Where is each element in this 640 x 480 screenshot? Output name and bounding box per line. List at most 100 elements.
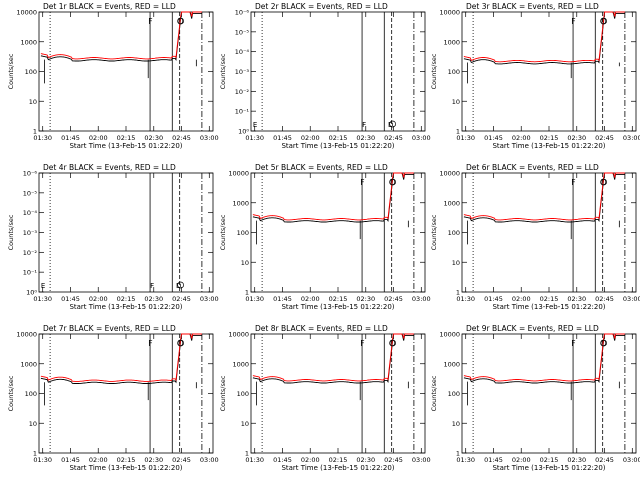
flag-marker [389, 339, 396, 347]
flag-label: D [178, 339, 184, 348]
x-tick-label: 01:45 [61, 456, 80, 464]
series-events-line [40, 11, 202, 62]
y-axis-label: Counts/sec [219, 375, 227, 411]
flag-label: D [601, 339, 607, 348]
x-axis-label: Start Time (13-Feb-15 01:22:20) [281, 464, 394, 472]
x-tick-label: 03:00 [412, 134, 431, 142]
flag-label: F [360, 339, 364, 348]
y-tick-label: 10⁻¹ [235, 108, 250, 116]
x-tick-label: 01:45 [484, 456, 503, 464]
x-tick-label: 02:45 [384, 295, 403, 303]
y-tick-label: 10 [29, 98, 37, 106]
y-tick-label: 1 [33, 128, 37, 136]
y-tick-label: 10⁻⁶ [23, 170, 38, 178]
y-tick-label: 10⁻⁵ [23, 189, 38, 197]
x-tick-label: 02:00 [301, 295, 320, 303]
series-events-line [252, 333, 414, 384]
y-tick-label: 1000 [443, 38, 460, 46]
plot-frame [461, 11, 637, 132]
flag-marker [389, 178, 396, 186]
x-tick-label: 02:45 [172, 134, 191, 142]
y-tick-label: 10 [452, 259, 460, 267]
panel-title: Det 5r BLACK = Events, RED = LLD [255, 163, 388, 172]
flag-label: F [362, 121, 366, 129]
flag-label: F [571, 17, 575, 26]
y-axis-label: Counts/sec [219, 214, 227, 250]
flag-marker [177, 17, 184, 25]
y-tick-label: 100 [237, 390, 249, 398]
plot-frame [38, 172, 214, 293]
y-axis-label: Counts/sec [7, 53, 15, 89]
y-tick-label: 1000 [232, 360, 249, 368]
x-tick-label: 02:30 [356, 134, 375, 142]
x-axis-label: Start Time (13-Feb-15 01:22:20) [69, 464, 182, 472]
y-tick-label: 100 [448, 229, 460, 237]
y-tick-label: 10 [241, 259, 249, 267]
y-tick-label: 1 [456, 450, 460, 458]
y-tick-label: 10⁻³ [23, 229, 38, 237]
y-tick-label: 10⁻¹ [23, 269, 38, 277]
x-tick-label: 02:45 [595, 134, 614, 142]
x-tick-label: 01:45 [273, 295, 292, 303]
y-tick-label: 10000 [228, 331, 249, 339]
series-lld-line [40, 11, 202, 60]
y-tick-label: 1 [456, 289, 460, 297]
y-tick-label: 10 [452, 98, 460, 106]
y-tick-label: 10⁻² [235, 88, 250, 96]
chart-panel-4: Det 4r BLACK = Events, RED = LLD 10⁰ 10⁻¹ 1… [7, 163, 219, 311]
y-tick-label: 10000 [439, 9, 460, 17]
x-axis-label: Start Time (13-Feb-15 01:22:20) [492, 464, 605, 472]
x-tick-label: 02:00 [301, 134, 320, 142]
panel-title: Det 9r BLACK = Events, RED = LLD [466, 324, 599, 333]
x-tick-label: 01:30 [456, 456, 475, 464]
x-tick-label: 02:00 [512, 295, 531, 303]
panel-title: Det 3r BLACK = Events, RED = LLD [466, 2, 599, 11]
panel-title: Det 8r BLACK = Events, RED = LLD [255, 324, 388, 333]
series-events-line [40, 333, 202, 384]
x-axis-label: Start Time (13-Feb-15 01:22:20) [492, 142, 605, 150]
flag-label: D [390, 339, 396, 348]
x-tick-label: 02:45 [172, 456, 191, 464]
y-tick-label: 10⁻⁴ [235, 48, 250, 56]
flag-label: D [601, 178, 607, 187]
y-tick-label: 100 [25, 68, 37, 76]
flag-marker [600, 178, 607, 186]
x-tick-label: 02:30 [356, 295, 375, 303]
flag-marker [177, 339, 184, 347]
x-tick-label: 02:00 [301, 456, 320, 464]
x-tick-label: 02:45 [595, 456, 614, 464]
x-tick-label: 02:00 [89, 134, 108, 142]
y-tick-label: 10⁰ [238, 128, 249, 136]
flag-label: E [41, 282, 45, 290]
plot-frame [250, 11, 426, 132]
chart-panel-6: Det 6r BLACK = Events, RED = LLD 1 10 100 10… [430, 163, 640, 311]
panel-title: Det 4r BLACK = Events, RED = LLD [43, 163, 176, 172]
y-tick-label: 10⁻⁵ [235, 28, 250, 36]
x-tick-label: 01:45 [484, 134, 503, 142]
x-tick-label: 03:00 [200, 134, 219, 142]
x-tick-label: 03:00 [623, 134, 640, 142]
chart-panel-3: Det 3r BLACK = Events, RED = LLD 1 10 100 10… [430, 2, 640, 150]
y-tick-label: 10⁻⁶ [235, 9, 250, 17]
x-tick-label: 03:00 [623, 295, 640, 303]
x-tick-label: 02:15 [540, 456, 559, 464]
flag-label: F [148, 17, 152, 26]
plot-frame [461, 333, 637, 454]
x-tick-label: 02:00 [512, 134, 531, 142]
x-tick-label: 02:15 [117, 456, 136, 464]
y-axis-label: Counts/sec [430, 53, 438, 89]
flag-label: F [571, 178, 575, 187]
x-axis-label: Start Time (13-Feb-15 01:22:20) [69, 303, 182, 311]
x-tick-label: 02:00 [89, 295, 108, 303]
y-tick-label: 1 [245, 289, 249, 297]
x-tick-label: 02:30 [567, 295, 586, 303]
x-tick-label: 02:30 [567, 456, 586, 464]
plot-frame [38, 11, 214, 132]
y-tick-label: 1000 [20, 38, 37, 46]
y-tick-label: 100 [448, 68, 460, 76]
y-axis-label: Counts/sec [430, 375, 438, 411]
x-tick-label: 02:30 [356, 456, 375, 464]
flag-label: F [148, 339, 152, 348]
x-tick-label: 02:15 [117, 295, 136, 303]
